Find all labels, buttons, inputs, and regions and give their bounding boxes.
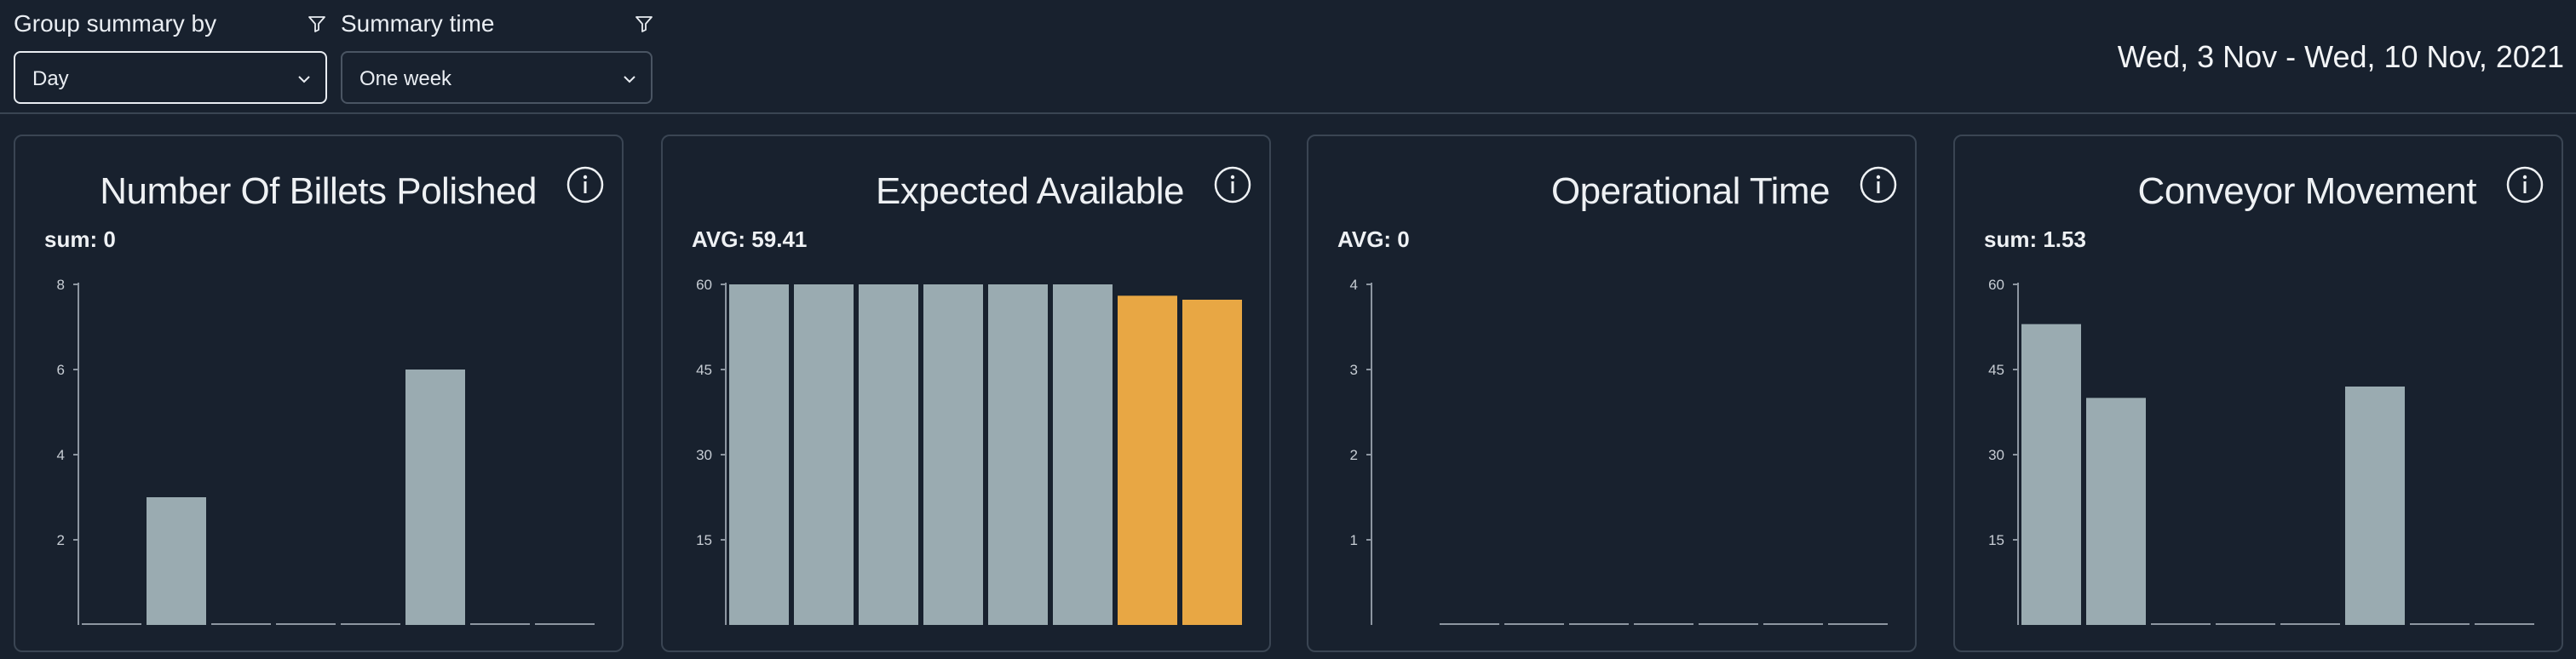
bar[interactable]	[2086, 398, 2146, 625]
y-tick-label: 45	[696, 362, 712, 378]
bar[interactable]	[2345, 387, 2405, 625]
y-tick-label: 2	[57, 532, 65, 548]
info-icon[interactable]	[2505, 165, 2544, 204]
y-tick-label: 6	[57, 362, 65, 378]
chevron-down-icon	[298, 76, 310, 83]
y-tick-label: 15	[1988, 532, 2004, 548]
card-title: Number Of Billets Polished	[100, 170, 537, 212]
bar[interactable]	[1118, 295, 1177, 625]
bar[interactable]	[147, 497, 206, 625]
card-title: Operational Time	[1550, 170, 1831, 212]
conveyor-movement-card: Conveyor Movement sum: 1.53 15 30 45 60	[1953, 135, 2563, 652]
billets-polished-card: Number Of Billets Polished sum: 0 2 4 6 8	[14, 135, 624, 652]
y-tick-label: 1	[1350, 532, 1358, 548]
y-tick-label: 4	[57, 447, 65, 463]
y-tick-label: 4	[1350, 277, 1358, 293]
y-tick-label: 2	[1350, 447, 1358, 463]
info-icon[interactable]	[1213, 165, 1252, 204]
card-title: Conveyor Movement	[2137, 170, 2477, 212]
billets-polished-chart: 2 4 6 8	[57, 277, 595, 625]
operational-time-card: Operational Time AVG: 0 1 2 3 4	[1307, 135, 1917, 652]
info-icon[interactable]	[566, 165, 605, 204]
card-summary: sum: 0	[44, 226, 116, 252]
funnel-icon[interactable]	[634, 14, 654, 34]
y-tick-label: 60	[696, 277, 712, 293]
expected-available-chart: 15 30 45 60	[696, 277, 1242, 625]
filter-bar: Group summary by Day Summary time One we…	[0, 0, 2576, 114]
y-tick-label: 30	[696, 447, 712, 463]
bar[interactable]	[923, 284, 983, 625]
date-range: Wed, 3 Nov - Wed, 10 Nov, 2021	[2117, 39, 2564, 74]
card-title: Expected Available	[875, 170, 1185, 212]
card-summary: sum: 1.53	[1984, 226, 2086, 252]
info-icon[interactable]	[1859, 165, 1898, 204]
bar[interactable]	[2021, 324, 2081, 625]
bar[interactable]	[1182, 300, 1242, 625]
bar[interactable]	[859, 284, 918, 625]
bar[interactable]	[988, 284, 1048, 625]
card-summary: AVG: 0	[1337, 226, 1410, 252]
card-summary: AVG: 59.41	[692, 226, 808, 252]
conveyor-movement-chart: 15 30 45 60	[1988, 277, 2534, 625]
y-tick-label: 3	[1350, 362, 1358, 378]
funnel-icon[interactable]	[307, 14, 327, 34]
bar[interactable]	[1053, 284, 1113, 625]
summary-time-label: Summary time	[341, 10, 495, 37]
y-tick-label: 15	[696, 532, 712, 548]
y-tick-label: 30	[1988, 447, 2004, 463]
summary-time-select[interactable]: One week	[341, 51, 653, 104]
y-tick-label: 60	[1988, 277, 2004, 293]
operational-time-chart: 1 2 3 4	[1350, 277, 1888, 625]
bar[interactable]	[405, 370, 465, 625]
bar[interactable]	[794, 284, 854, 625]
group-summary-value: Day	[32, 67, 69, 90]
chevron-down-icon	[624, 76, 635, 83]
group-summary-label: Group summary by	[14, 10, 217, 37]
group-summary-select[interactable]: Day	[14, 51, 327, 104]
expected-available-card: Expected Available AVG: 59.41 15 30 45 60	[661, 135, 1271, 652]
summary-time-value: One week	[359, 67, 452, 90]
bar[interactable]	[729, 284, 789, 625]
y-tick-label: 8	[57, 277, 65, 293]
y-tick-label: 45	[1988, 362, 2004, 378]
